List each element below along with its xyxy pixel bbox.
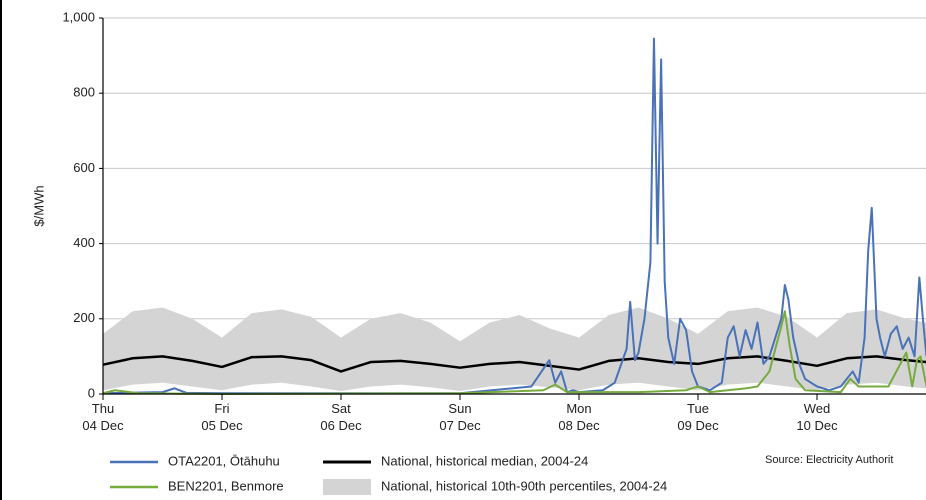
x-tick-label-line: 05 Dec (201, 418, 243, 433)
y-tick-label: 0 (88, 385, 95, 400)
series-line (102, 355, 926, 373)
x-tick-label-line: 07 Dec (439, 418, 481, 433)
x-tick-label-line: 06 Dec (320, 418, 362, 433)
source-note: Source: Electricity Authorit (765, 454, 893, 466)
x-tick-label: Sat 06 Dec (320, 401, 362, 433)
y-tick-label: 800 (73, 85, 95, 100)
x-tick-label-line: 09 Dec (677, 418, 719, 433)
x-tick-label-line: Thu (92, 401, 114, 416)
y-tick-label: 600 (73, 160, 95, 175)
legend-label: National, historical 10th-90th percentil… (381, 478, 667, 493)
y-tick-label: 200 (73, 310, 95, 325)
series-line (102, 310, 926, 395)
legend-label: BEN2201, Benmore (168, 478, 284, 493)
plot-area (102, 37, 926, 395)
percentile-band (103, 307, 926, 391)
y-axis-label: $/MWh (31, 185, 46, 226)
x-tick-label: Mon 08 Dec (558, 401, 600, 433)
x-tick-label-line: Wed (804, 401, 831, 416)
x-tick-label: Wed 10 Dec (796, 401, 838, 433)
legend-label: OTA2201, Ōtāhuhu (168, 453, 280, 468)
x-tick-label: Thu 04 Dec (82, 401, 124, 433)
x-tick-label: Sun 07 Dec (439, 401, 481, 433)
x-tick-label: Fri 05 Dec (201, 401, 243, 433)
x-tick-label-line: Tue (687, 401, 709, 416)
legend-swatch (323, 479, 371, 495)
panel-border (0, 0, 2, 500)
x-tick-label-line: Sat (331, 401, 351, 416)
x-tick-label-line: Sun (448, 401, 471, 416)
x-tick-label-line: 10 Dec (796, 418, 838, 433)
x-tick-label-line: 08 Dec (558, 418, 600, 433)
y-tick-label: 400 (73, 235, 95, 250)
x-tick-label-line: Fri (214, 401, 229, 416)
legend-label: National, historical median, 2004-24 (381, 453, 588, 468)
x-tick-label-line: 04 Dec (82, 418, 124, 433)
x-tick-label-line: Mon (566, 401, 591, 416)
x-tick-label: Tue 09 Dec (677, 401, 719, 433)
y-tick-label: 1,000 (62, 9, 95, 24)
